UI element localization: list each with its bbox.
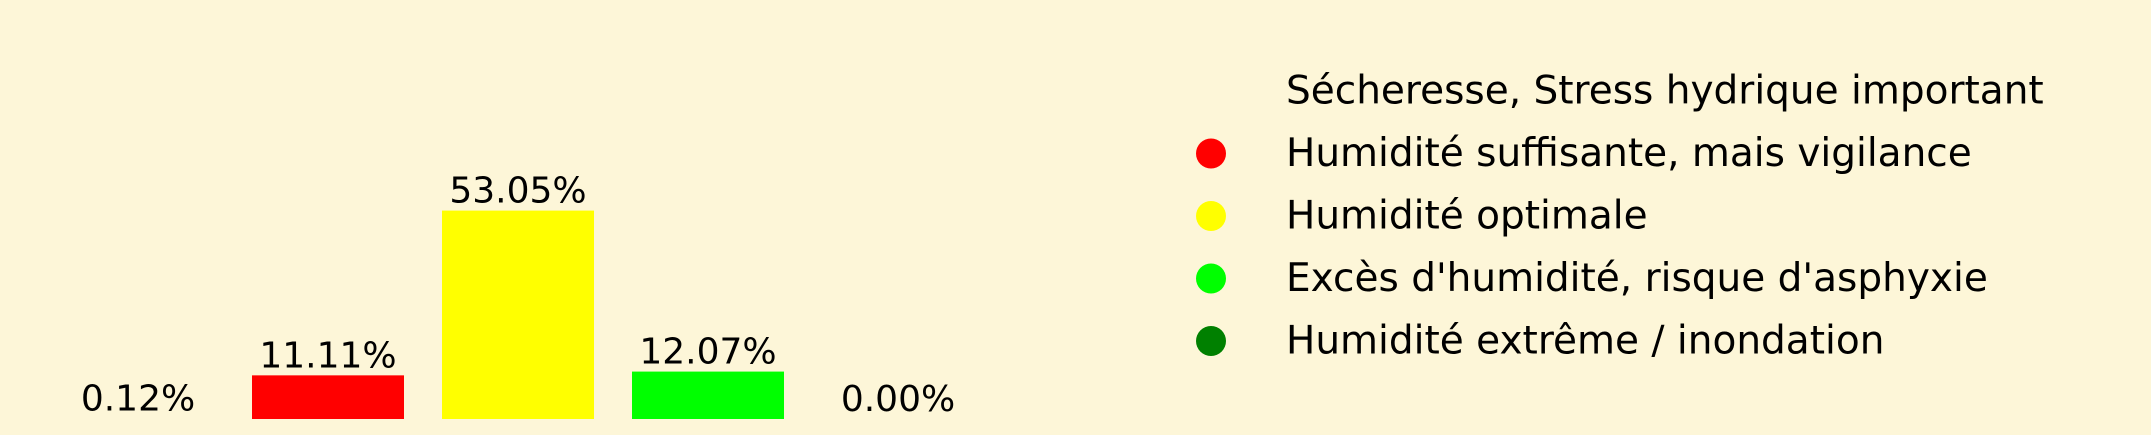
legend-item-1: Sécheresse, Stress hydrique important (1196, 69, 2044, 114)
bar-value-label-4: 12.07% (639, 332, 776, 373)
bars-group (62, 210, 784, 419)
legend-label-2: Humidité suffisante, mais vigilance (1286, 131, 1972, 176)
legend-marker-1 (1196, 76, 1226, 106)
bar-4 (632, 371, 784, 419)
legend-marker-2 (1196, 138, 1226, 169)
bar-value-label-5: 0.00% (841, 379, 955, 420)
bar-value-label-3: 53.05% (449, 171, 586, 212)
legend-marker-5 (1196, 326, 1226, 356)
legend-label-3: Humidité optimale (1286, 194, 1648, 239)
legend-label-4: Excès d'humidité, risque d'asphyxie (1286, 256, 1988, 301)
legend-marker-4 (1196, 263, 1226, 294)
legend-item-2: Humidité suffisante, mais vigilance (1196, 131, 1972, 176)
legend-marker-3 (1196, 201, 1226, 231)
bar-2 (252, 375, 404, 419)
legend-item-5: Humidité extrême / inondation (1196, 319, 1884, 364)
bar-value-label-1: 0.12% (81, 379, 195, 420)
legend-label-5: Humidité extrême / inondation (1286, 319, 1884, 364)
bar-value-label-2: 11.11% (259, 335, 396, 376)
legend-label-1: Sécheresse, Stress hydrique important (1286, 69, 2044, 114)
legend-item-3: Humidité optimale (1196, 194, 1648, 239)
value-labels-group: 0.12% 11.11% 53.05% 12.07% 0.00% (81, 171, 955, 420)
legend: Sécheresse, Stress hydrique important Hum… (1196, 69, 2044, 364)
legend-item-4: Excès d'humidité, risque d'asphyxie (1196, 256, 1988, 301)
bar-3 (442, 210, 594, 419)
